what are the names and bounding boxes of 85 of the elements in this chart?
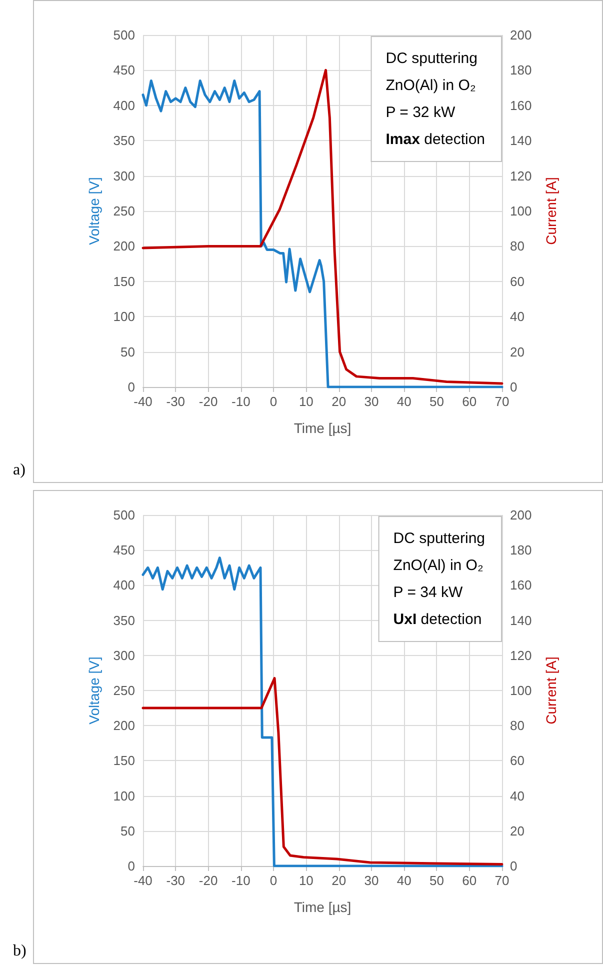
y2-tick-label: 40: [510, 788, 524, 804]
annotation: ZnO(Al) in O₂: [386, 77, 476, 94]
x-tick-label: -30: [166, 873, 186, 888]
x-tick-label: -40: [134, 394, 152, 409]
x-tick-label: 20: [332, 394, 346, 409]
y2-tick-label: 120: [510, 168, 532, 184]
y2-tick-label: 60: [510, 753, 524, 768]
text: b): [13, 942, 26, 960]
y2-tick-label: 200: [510, 28, 532, 42]
x-tick-label: 60: [462, 394, 477, 409]
y-tick-label: 200: [113, 238, 135, 254]
y2-tick-label: 0: [510, 858, 518, 874]
y2-tick-label: 160: [510, 578, 532, 593]
y2-axis-title: Current [A]: [543, 656, 559, 724]
y-tick-label: 300: [113, 168, 135, 184]
x-tick-label: 60: [462, 873, 477, 888]
x-axis-title: Time [µs]: [294, 899, 352, 915]
y-tick-label: 450: [113, 542, 135, 558]
y2-tick-label: 200: [510, 508, 532, 522]
y2-tick-label: 180: [510, 62, 532, 78]
x-tick-label: 0: [270, 394, 278, 409]
y2-tick-label: 20: [510, 344, 524, 360]
y-axis-title: Voltage [V]: [86, 656, 102, 724]
y2-tick-label: 120: [510, 648, 532, 663]
x-tick-label: 70: [494, 873, 510, 888]
x-tick-label: 70: [494, 394, 510, 409]
y2-tick-label: 40: [510, 309, 524, 324]
y-tick-label: 250: [113, 204, 135, 218]
x-axis-title: Time [µs]: [294, 420, 352, 436]
y-tick-label: 400: [113, 98, 135, 113]
line-series: [142, 556, 504, 868]
x-tick-label: 10: [298, 873, 314, 888]
x-tick-label: 0: [270, 873, 278, 888]
y2-tick-label: 20: [510, 823, 524, 838]
y-tick-label: 0: [128, 380, 135, 394]
text: a): [13, 462, 26, 478]
y-tick-label: 100: [113, 788, 135, 804]
x-tick-label: -20: [198, 394, 218, 409]
x-tick-label: 50: [429, 394, 444, 409]
y2-tick-label: 100: [510, 204, 532, 218]
y-tick-label: 400: [113, 578, 135, 593]
y-tick-label: 450: [113, 62, 135, 78]
y-tick-label: 500: [113, 28, 135, 42]
y-tick-label: 350: [113, 612, 135, 628]
x-tick-label: 20: [332, 873, 346, 888]
y2-axis-title: Current [A]: [543, 177, 559, 245]
x-tick-label: -10: [232, 394, 250, 409]
y2-tick-label: 140: [510, 612, 532, 628]
x-tick-label: 30: [364, 873, 379, 888]
x-tick-label: -20: [198, 873, 218, 888]
y-tick-label: 200: [113, 718, 135, 734]
y-tick-label: 50: [120, 823, 135, 838]
y2-tick-label: 100: [510, 683, 532, 698]
annotation: Imax detection: [386, 131, 485, 148]
y2-tick-label: 180: [510, 542, 532, 558]
annotation: ZnO(Al) in O₂: [393, 557, 484, 574]
y2-tick-label: 80: [510, 718, 524, 734]
y-tick-label: 150: [113, 753, 135, 768]
x-tick-label: 30: [364, 394, 379, 409]
x-tick-label: 40: [396, 873, 412, 888]
x-tick-label: 10: [298, 394, 314, 409]
y2-tick-label: 160: [510, 98, 532, 113]
x-tick-label: -30: [166, 394, 186, 409]
y-tick-label: 0: [128, 858, 135, 874]
x-tick-label: -10: [232, 873, 250, 888]
y-tick-label: 350: [113, 133, 135, 148]
y-tick-label: 50: [120, 344, 135, 360]
y-axis-title: Voltage [V]: [86, 177, 102, 245]
annotation: DC sputtering: [386, 50, 478, 67]
annotation: DC sputtering: [393, 530, 486, 547]
y2-tick-label: 80: [510, 238, 524, 254]
y-tick-label: 100: [113, 309, 135, 324]
x-tick-label: 50: [429, 873, 444, 888]
annotation: P = 34 kW: [393, 584, 464, 601]
annotation: P = 32 kW: [386, 104, 456, 121]
y-tick-label: 250: [113, 683, 135, 698]
y-tick-label: 500: [113, 508, 135, 522]
y2-tick-label: 0: [510, 380, 518, 394]
y-tick-label: 300: [113, 648, 135, 663]
y-tick-label: 150: [113, 274, 135, 289]
y2-tick-label: 140: [510, 133, 532, 148]
y2-tick-label: 60: [510, 274, 524, 289]
x-tick-label: 40: [396, 394, 412, 409]
x-tick-label: -40: [134, 873, 152, 888]
annotation: UxI detection: [393, 611, 482, 628]
